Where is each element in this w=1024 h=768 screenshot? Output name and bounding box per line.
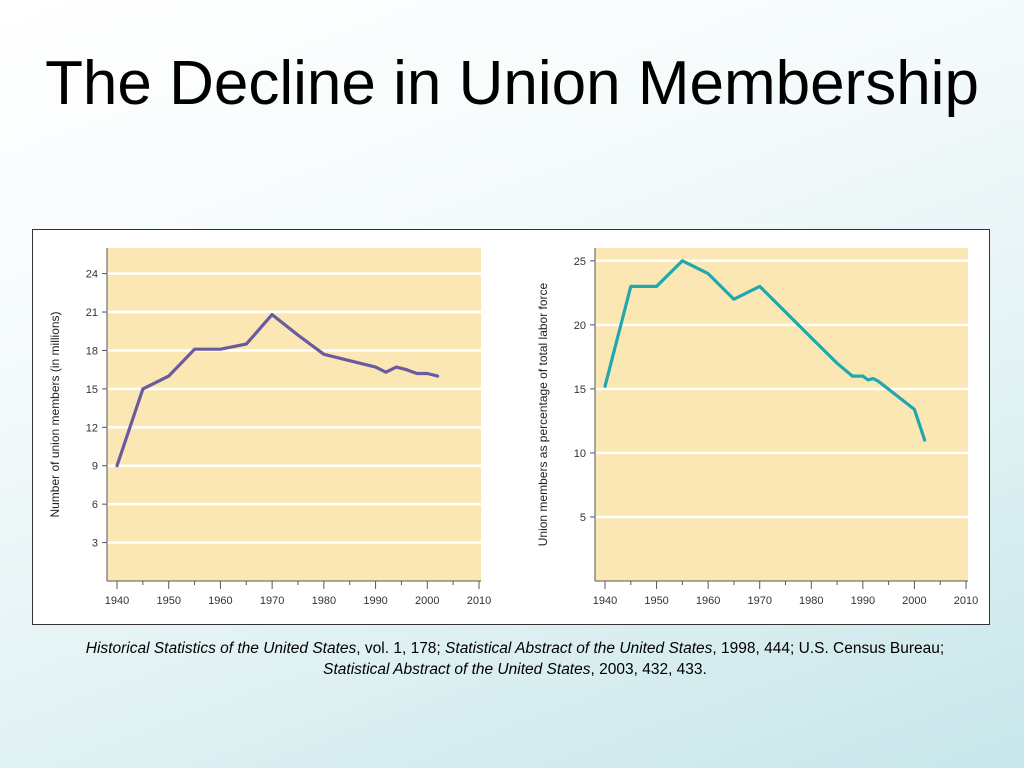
right-x-tick-label: 1960 (696, 595, 720, 607)
right-x-tick-label: 1970 (747, 595, 771, 607)
left-x-tick-label: 1970 (260, 595, 284, 607)
left-series-line (115, 312, 440, 468)
source-note-part: , 1998, 444; U.S. Census Bureau; (712, 640, 945, 657)
right-y-tick-label: 15 (574, 384, 586, 396)
left-plot-area (107, 248, 481, 581)
source-note-part: Statistical Abstract of the United State… (323, 661, 591, 678)
right-x-tick-label: 1980 (799, 595, 823, 607)
right-y-tick-label: 25 (574, 256, 586, 268)
left-y-tick-label: 9 (92, 461, 98, 473)
right-plot-area (595, 248, 968, 581)
left-x-tick-label: 2010 (467, 595, 491, 607)
right-series-line (603, 259, 927, 442)
source-note: Historical Statistics of the United Stat… (60, 638, 970, 680)
right-x-tick-label: 1950 (644, 595, 668, 607)
left-y-axis-title: Number of union members (in millions) (48, 311, 62, 517)
right-y-tick-label: 5 (580, 512, 586, 524)
right-x-tick-label: 2000 (902, 595, 926, 607)
left-y-tick-label: 6 (92, 499, 98, 511)
source-note-part: Statistical Abstract of the United State… (445, 640, 713, 657)
left-y-tick-label: 3 (92, 538, 98, 550)
source-note-part: Historical Statistics of the United Stat… (85, 640, 357, 657)
left-x-tick-label: 1960 (208, 595, 232, 607)
right-x-tick-label: 1940 (593, 595, 617, 607)
left-x-tick-label: 1990 (363, 595, 387, 607)
left-x-tick-label: 1980 (312, 595, 336, 607)
right-x-tick-label: 2010 (954, 595, 978, 607)
left-x-tick-label: 1950 (156, 595, 180, 607)
right-y-tick-label: 20 (574, 320, 586, 332)
right-y-axis-title: Union members as percentage of total lab… (536, 282, 550, 546)
slide-title: The Decline in Union Membership (45, 49, 979, 118)
left-y-tick-label: 12 (86, 422, 98, 434)
source-note-part: , vol. 1, 178; (356, 640, 446, 657)
right-y-tick-label: 10 (574, 448, 586, 460)
right-x-tick-label: 1990 (851, 595, 875, 607)
left-y-tick-label: 18 (86, 345, 98, 357)
left-x-tick-label: 1940 (105, 595, 129, 607)
left-y-tick-label: 21 (86, 307, 98, 319)
charts-svg: 3 6 9 12 15 18 21 24 1940 1950 1960 1970 1980 1990 200… (48, 248, 978, 607)
source-note-part: , 2003, 432, 433. (590, 661, 707, 678)
left-x-tick-label: 2000 (415, 595, 439, 607)
left-y-tick-label: 24 (86, 269, 98, 281)
left-y-tick-label: 15 (86, 384, 98, 396)
chart-frame: 3 6 9 12 15 18 21 24 1940 1950 1960 1970 1980 1990 200… (32, 229, 990, 625)
